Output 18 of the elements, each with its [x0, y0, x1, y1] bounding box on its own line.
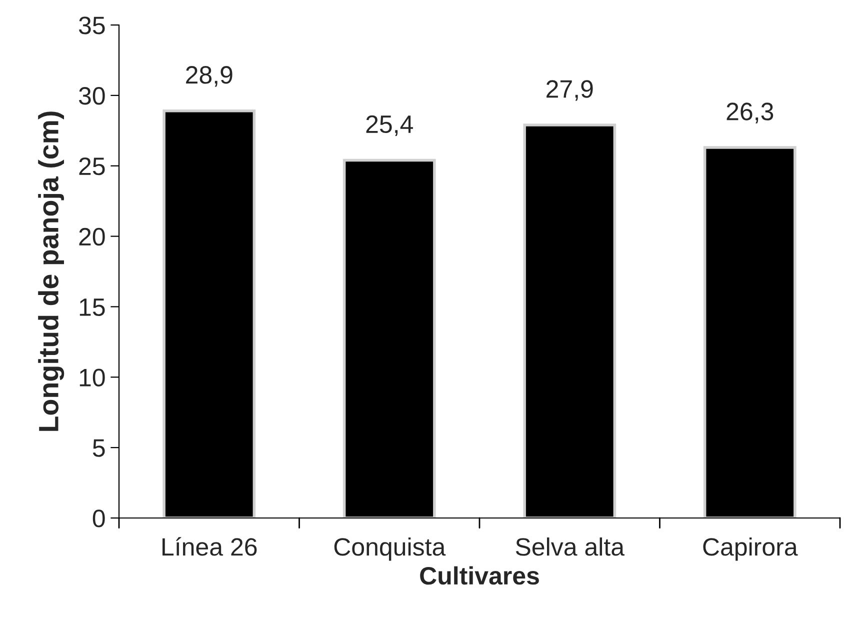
- y-tick-label: 0: [92, 510, 105, 528]
- x-tick-label: Capirora: [703, 537, 798, 561]
- x-tick-label: Conquista: [334, 537, 446, 561]
- x-axis-title: Cultivares: [420, 566, 539, 585]
- x-tick-label: Selva alta: [516, 537, 625, 556]
- data-label: 25,4: [366, 115, 413, 136]
- data-label: 27,9: [546, 80, 593, 101]
- y-tick-label: 5: [92, 439, 105, 457]
- data-label: 28,9: [186, 66, 232, 87]
- x-tick-label: Línea 26: [162, 537, 257, 556]
- y-tick-label: 20: [79, 228, 105, 246]
- y-tick-label: 25: [79, 157, 105, 176]
- y-tick-label: 10: [80, 368, 105, 386]
- y-axis-title: Longitud de panoja (cm): [38, 112, 64, 431]
- y-tick-label: 30: [78, 87, 105, 105]
- y-tick-label: 35: [78, 16, 105, 34]
- data-label: 26,3: [726, 102, 774, 124]
- y-tick-label: 15: [80, 298, 105, 316]
